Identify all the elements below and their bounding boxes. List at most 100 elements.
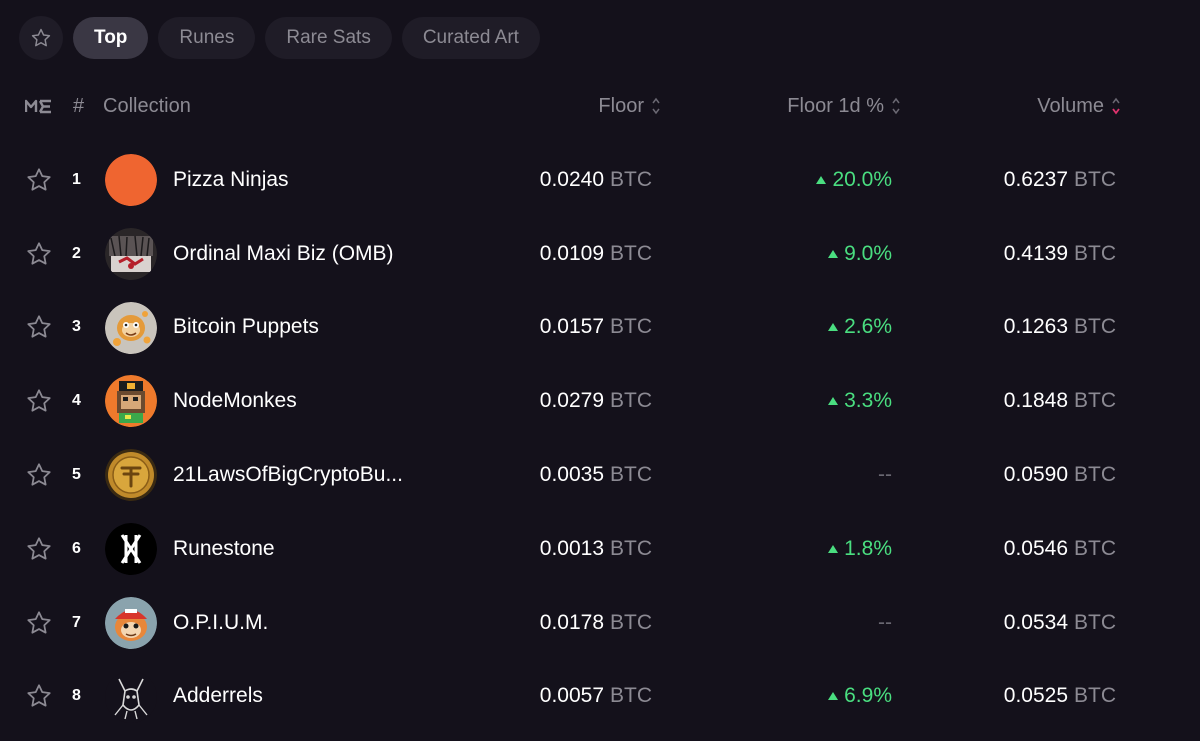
rank: 6 bbox=[72, 539, 81, 557]
table-row[interactable]: 2 Ordinal Maxi Biz (OMB) 0.0109 BTC 9.0% … bbox=[0, 217, 1200, 291]
floor-header-label: Floor bbox=[598, 94, 644, 117]
floor-price: 0.0279 BTC bbox=[540, 364, 652, 438]
collection-name[interactable]: Ordinal Maxi Biz (OMB) bbox=[173, 241, 394, 265]
floor-unit: BTC bbox=[610, 167, 652, 191]
rank: 3 bbox=[72, 318, 81, 336]
volume-value: 0.0590 bbox=[1003, 463, 1068, 487]
floor-value: 0.0057 bbox=[539, 684, 604, 708]
collection-avatar bbox=[105, 522, 157, 575]
floor-change: 2.6% bbox=[828, 291, 892, 365]
rank: 8 bbox=[72, 687, 81, 705]
volume: 0.0525 BTC bbox=[1004, 660, 1116, 734]
floor-value: 0.0109 bbox=[539, 241, 604, 265]
rank-header: # bbox=[73, 94, 85, 117]
table-header: # Collection Floor Floor 1d % Volume bbox=[0, 84, 1200, 128]
floor-change: -- bbox=[878, 586, 892, 660]
favorites-tab[interactable] bbox=[19, 16, 63, 60]
volume-unit: BTC bbox=[1074, 536, 1116, 560]
volume-unit: BTC bbox=[1074, 463, 1116, 487]
floor-value: 0.0157 bbox=[539, 315, 604, 339]
volume-unit: BTC bbox=[1074, 389, 1116, 413]
floor-unit: BTC bbox=[610, 241, 652, 265]
collection-name[interactable]: 21LawsOfBigCryptoBu... bbox=[173, 463, 403, 487]
rank: 7 bbox=[72, 613, 81, 631]
floor-header[interactable]: Floor bbox=[598, 84, 660, 128]
tab-curated-art[interactable]: Curated Art bbox=[401, 17, 540, 59]
volume-value: 0.0534 bbox=[1003, 610, 1068, 634]
table-row[interactable]: 6 Runestone 0.0013 BTC 1.8% 0.0546 BTC bbox=[0, 512, 1200, 586]
floor-unit: BTC bbox=[610, 684, 652, 708]
floor-change: 20.0% bbox=[816, 143, 892, 217]
table-row[interactable]: 5 21LawsOfBigCryptoBu... 0.0035 BTC -- 0.… bbox=[0, 438, 1200, 512]
collection-name[interactable]: Bitcoin Puppets bbox=[173, 315, 319, 339]
floor-price: 0.0178 BTC bbox=[540, 586, 652, 660]
change-value: -- bbox=[878, 610, 892, 634]
floor-change: -- bbox=[878, 438, 892, 512]
triangle-up-icon bbox=[828, 323, 839, 332]
volume-header-label: Volume bbox=[1037, 94, 1104, 117]
floor-unit: BTC bbox=[610, 463, 652, 487]
volume-header[interactable]: Volume bbox=[1037, 84, 1120, 128]
change-value: 20.0% bbox=[832, 167, 892, 191]
collection-avatar bbox=[105, 301, 157, 354]
collection-name[interactable]: Pizza Ninjas bbox=[173, 167, 289, 191]
collection-name[interactable]: Adderrels bbox=[173, 684, 263, 708]
table-row[interactable]: 3 Bitcoin Puppets 0.0157 BTC 2 bbox=[0, 291, 1200, 365]
table-row[interactable]: 1 Pizza Ninjas 0.0240 BTC 20.0% 0.6237 BTC bbox=[0, 143, 1200, 217]
magic-eden-logo-icon bbox=[25, 84, 53, 128]
floor-price: 0.0057 BTC bbox=[540, 660, 652, 734]
floor-change: 9.0% bbox=[828, 217, 892, 291]
favorite-star-icon[interactable] bbox=[25, 438, 53, 512]
table-row[interactable]: 4 NodeMonkes 0.0279 BTC 3.3% 0.1848 BTC bbox=[0, 364, 1200, 438]
favorite-star-icon[interactable] bbox=[25, 660, 53, 734]
collection-avatar bbox=[105, 670, 157, 723]
tab-rare-sats[interactable]: Rare Sats bbox=[265, 17, 392, 59]
rank: 4 bbox=[72, 392, 81, 410]
change-positive: 9.0% bbox=[828, 242, 892, 266]
change-positive: 6.9% bbox=[828, 684, 892, 708]
collection-name[interactable]: O.P.I.U.M. bbox=[173, 610, 269, 634]
change-value: 3.3% bbox=[844, 389, 892, 413]
sort-descending-icon bbox=[1112, 97, 1120, 115]
favorite-star-icon[interactable] bbox=[25, 291, 53, 365]
volume-unit: BTC bbox=[1074, 241, 1116, 265]
floor-change: 6.9% bbox=[828, 660, 892, 734]
collection-name[interactable]: Runestone bbox=[173, 536, 275, 560]
collection-avatar bbox=[105, 154, 157, 206]
floor-1d-header[interactable]: Floor 1d % bbox=[787, 84, 900, 128]
favorite-star-icon[interactable] bbox=[25, 586, 53, 660]
change-value: 6.9% bbox=[844, 684, 892, 708]
favorite-star-icon[interactable] bbox=[25, 217, 53, 291]
triangle-up-icon bbox=[828, 692, 839, 701]
floor-value: 0.0240 bbox=[539, 167, 604, 191]
collection-header: Collection bbox=[103, 94, 191, 117]
triangle-up-icon bbox=[828, 249, 839, 258]
sort-icon bbox=[892, 97, 900, 115]
collection-list: 1 Pizza Ninjas 0.0240 BTC 20.0% 0.6237 BTC… bbox=[0, 143, 1200, 733]
tab-runes[interactable]: Runes bbox=[158, 17, 256, 59]
floor-price: 0.0035 BTC bbox=[540, 438, 652, 512]
floor-value: 0.0178 bbox=[539, 610, 604, 634]
change-value: 9.0% bbox=[844, 241, 892, 265]
favorite-star-icon[interactable] bbox=[25, 512, 53, 586]
table-row[interactable]: 7 O.P.I.U.M. 0.0178 BTC -- 0.0534 BTC bbox=[0, 586, 1200, 660]
floor-price: 0.0157 BTC bbox=[540, 291, 652, 365]
change-positive: 2.6% bbox=[828, 315, 892, 339]
triangle-up-icon bbox=[816, 175, 827, 184]
tab-top[interactable]: Top bbox=[73, 17, 149, 59]
floor-unit: BTC bbox=[610, 536, 652, 560]
floor-change: 1.8% bbox=[828, 512, 892, 586]
triangle-up-icon bbox=[828, 544, 839, 553]
volume: 0.6237 BTC bbox=[1004, 143, 1116, 217]
floor-unit: BTC bbox=[610, 389, 652, 413]
rank: 2 bbox=[72, 244, 81, 262]
table-row[interactable]: 8 Adderrels 0.0057 BTC 6.9% 0.0525 BTC bbox=[0, 660, 1200, 734]
change-positive: 1.8% bbox=[828, 537, 892, 561]
floor-price: 0.0240 BTC bbox=[540, 143, 652, 217]
favorite-star-icon[interactable] bbox=[25, 364, 53, 438]
star-icon bbox=[31, 28, 51, 47]
favorite-star-icon[interactable] bbox=[25, 143, 53, 217]
collection-name[interactable]: NodeMonkes bbox=[173, 389, 297, 413]
floor-price: 0.0013 BTC bbox=[540, 512, 652, 586]
